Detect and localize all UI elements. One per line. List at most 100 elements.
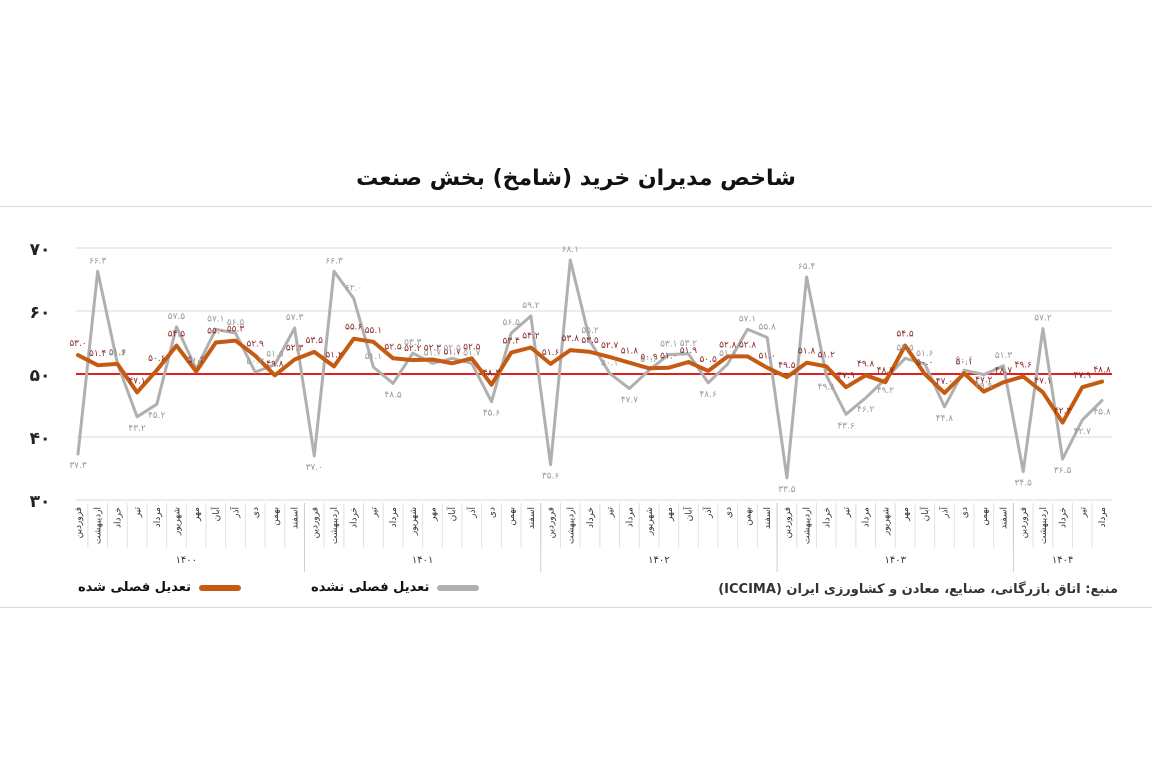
x-tick-label: شهریور (172, 507, 182, 536)
x-tick-label: اردیبهشت (1039, 507, 1049, 544)
x-tick-label: مرداد (862, 507, 872, 527)
x-tick-label: دی (960, 507, 970, 518)
x-tick-label: دی (488, 507, 498, 518)
data-label-adjusted: ۴۸.۷ (877, 366, 895, 376)
data-label-adjusted: ۵۵.۳ (227, 325, 245, 335)
chart-frame (0, 206, 1152, 608)
x-tick-label: مرداد (389, 507, 399, 527)
data-label-unadjusted: ۶۶.۳ (89, 256, 107, 266)
data-label-unadjusted: ۳۳.۵ (778, 485, 796, 495)
x-tick-label: اسفند (527, 507, 537, 529)
y-tick-label: ۳۰ (30, 492, 51, 512)
data-label-unadjusted: ۳۴.۵ (1015, 479, 1033, 489)
data-label-adjusted: ۵۰.۹ (640, 352, 658, 362)
data-label-adjusted: ۵۲.۹ (247, 340, 265, 350)
data-label-unadjusted: ۴۳.۶ (837, 421, 855, 431)
data-label-unadjusted: ۵۳.۱ (660, 339, 677, 349)
data-label-adjusted: ۴۸.۷ (995, 366, 1013, 376)
data-label-unadjusted: ۴۹.۸ (818, 382, 836, 392)
data-label-unadjusted: ۵۷.۱ (739, 314, 756, 324)
data-label-unadjusted: ۴۶.۲ (857, 405, 875, 415)
data-label-adjusted: ۴۷.۲ (975, 376, 993, 386)
legend-label-adjusted: تعدیل فصلی شده (78, 580, 192, 595)
data-label-adjusted: ۵۲.۵ (463, 342, 481, 352)
y-tick-label: ۶۰ (30, 303, 51, 323)
data-label-unadjusted: ۵۷.۱ (207, 314, 224, 324)
x-tick-label: شهریور (881, 507, 891, 536)
data-label-adjusted: ۵۲.۲ (404, 344, 422, 354)
x-tick-label: تیر (369, 507, 379, 519)
x-tick-label: فروردین (74, 507, 84, 538)
data-label-adjusted: ۵۱.۴ (89, 349, 107, 359)
data-label-adjusted: ۵۰.۵ (699, 355, 717, 365)
data-label-adjusted: ۴۷.۹ (837, 371, 855, 381)
data-label-unadjusted: ۵۶.۵ (503, 318, 521, 328)
x-tick-label: بهمن (980, 507, 990, 526)
data-label-adjusted: ۴۸.۳ (483, 369, 501, 379)
data-label-adjusted: ۵۱.۸ (798, 347, 816, 357)
x-tick-label: اسفند (1000, 507, 1010, 529)
data-label-adjusted: ۵۵.۱ (365, 326, 382, 336)
x-tick-label: فروردین (783, 507, 793, 538)
x-tick-label: مرداد (625, 507, 635, 527)
data-label-unadjusted: ۵۱.۶ (916, 349, 934, 359)
data-label-adjusted: ۵۴.۵ (896, 330, 914, 340)
chart-title: شاخص مدیران خرید (شامخ) بخش صنعت (356, 166, 796, 191)
data-label-adjusted: ۵۱.۹ (680, 346, 698, 356)
x-tick-label: آذر (702, 507, 714, 519)
data-label-unadjusted: ۵۰.۶ (955, 355, 973, 365)
legend-swatch-unadjusted (437, 584, 480, 591)
data-label-unadjusted: ۳۵.۶ (542, 472, 560, 482)
data-label-unadjusted: ۴۳.۲ (128, 424, 146, 434)
data-label-unadjusted: ۵۰.۱ (601, 358, 618, 368)
data-label-unadjusted: ۵۷.۲ (1034, 314, 1052, 324)
legend-label-unadjusted: تعدیل فصلی نشده (311, 580, 430, 595)
data-label-adjusted: ۵۲.۵ (384, 342, 402, 352)
data-label-adjusted: ۴۷.۹ (1074, 371, 1092, 381)
x-tick-label: دی (724, 507, 734, 518)
data-label-adjusted: ۵۳.۰ (69, 339, 86, 349)
data-label-adjusted: ۵۵.۶ (345, 323, 363, 333)
x-tick-label: بهمن (271, 507, 281, 526)
data-label-unadjusted: ۵۱.۱ (365, 352, 382, 362)
x-tick-label: خرداد (113, 507, 123, 528)
x-tick-label: شهریور (409, 507, 419, 536)
data-label-unadjusted: ۵۷.۵ (168, 312, 186, 322)
y-tick-label: ۴۰ (30, 429, 51, 449)
x-tick-label: آبان (446, 507, 458, 522)
data-label-unadjusted: ۵۵.۲ (581, 326, 599, 336)
data-label-adjusted: ۴۹.۸ (266, 359, 284, 369)
data-label-adjusted: ۵۳.۵ (581, 336, 599, 346)
data-label-unadjusted: ۴۲.۷ (1074, 427, 1092, 437)
data-label-adjusted: ۵۱.۷ (443, 347, 461, 357)
data-label-adjusted: ۵۲.۸ (739, 340, 757, 350)
x-tick-label: خرداد (586, 507, 596, 528)
data-label-unadjusted: ۶۸.۱ (562, 245, 579, 255)
x-tick-label: آبان (919, 507, 931, 522)
x-tick-label: تیر (842, 507, 852, 519)
series-line-adjusted (76, 336, 1104, 425)
x-tick-label: مرداد (153, 507, 163, 527)
data-label-unadjusted: ۵۱.۷ (463, 348, 481, 358)
data-label-unadjusted: ۴۸.۵ (384, 390, 402, 400)
legend-item-adjusted: تعدیل فصلی شده (78, 580, 242, 595)
data-label-adjusted: ۵۰.۶ (148, 354, 166, 364)
data-label-adjusted: ۵۲.۷ (601, 341, 619, 351)
x-tick-label: بهمن (744, 507, 754, 526)
data-label-adjusted: ۴۹.۵ (778, 361, 796, 371)
data-label-adjusted: ۵۲.۳ (286, 344, 304, 354)
year-label: ۱۴۰۴ (1052, 555, 1073, 566)
data-label-adjusted: ۵۲.۳ (424, 344, 442, 354)
x-tick-label: فروردین (547, 507, 557, 538)
x-tick-label: آذر (466, 507, 478, 519)
data-label-unadjusted: ۵۱.۷ (424, 348, 442, 358)
data-label-unadjusted: ۵۲.۵ (443, 343, 461, 353)
data-label-unadjusted: ۴۴.۸ (936, 414, 954, 424)
data-label-adjusted: ۵۱.۶ (109, 348, 127, 358)
data-label-unadjusted: ۴۹.۲ (877, 386, 895, 396)
x-tick-label: مهر (192, 507, 202, 522)
year-label: ۱۴۰۳ (884, 555, 906, 566)
data-label-unadjusted: ۴۸.۶ (699, 390, 717, 400)
year-label: ۱۴۰۱ (412, 555, 433, 566)
y-tick-label: ۵۰ (30, 366, 51, 386)
